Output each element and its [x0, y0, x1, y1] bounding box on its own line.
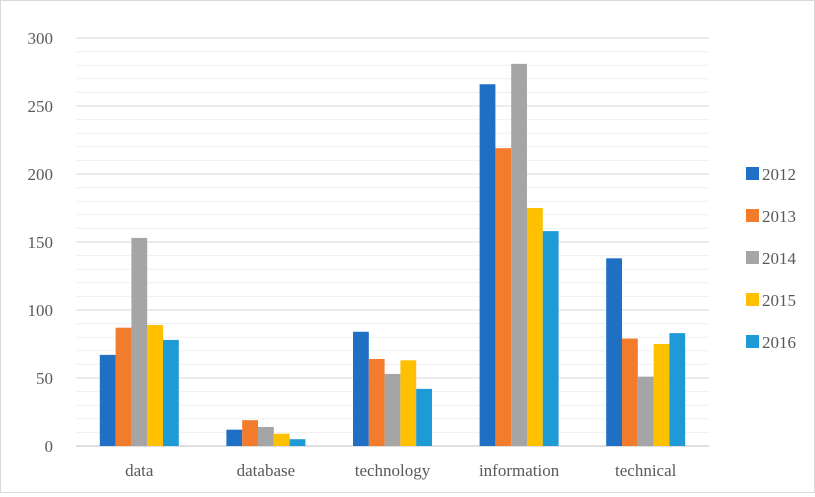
bar-2014-database — [258, 426, 274, 446]
bar-2012-information — [479, 84, 496, 447]
axes: 0 50 100 150 200 250 300 data database technology… — [28, 29, 677, 480]
bars — [99, 63, 686, 447]
y-tick-label: 100 — [28, 301, 54, 320]
y-tick-label: 300 — [28, 29, 54, 48]
legend-label-2012: 2012 — [762, 165, 796, 184]
bar-2014-data — [131, 237, 148, 446]
bar-2014-information — [511, 63, 527, 447]
bar-2012-database — [226, 429, 243, 446]
bar-2014-technical — [637, 376, 654, 446]
x-tick-label: technology — [355, 461, 431, 480]
bar-2015-information — [527, 208, 543, 446]
legend-label-2015: 2015 — [762, 291, 796, 310]
y-tick-label: 50 — [36, 369, 53, 388]
legend-swatch-2014 — [746, 251, 759, 264]
bar-2014-technology — [384, 373, 401, 446]
bar-2013-information — [495, 148, 512, 446]
legend-swatch-2013 — [746, 209, 759, 222]
y-tick-label: 150 — [28, 233, 54, 252]
legend-swatch-2015 — [746, 293, 759, 306]
legend: 2012 2013 2014 2015 2016 — [746, 165, 797, 352]
legend-swatch-2012 — [746, 167, 759, 180]
x-tick-label: data — [125, 461, 154, 480]
legend-label-2014: 2014 — [762, 249, 797, 268]
bar-2013-data — [115, 327, 132, 446]
x-tick-label: technical — [615, 461, 677, 480]
y-tick-label: 200 — [28, 165, 54, 184]
bar-2016-technical — [669, 333, 686, 446]
bar-2012-data — [99, 354, 116, 446]
bar-2015-technical — [653, 344, 670, 446]
bar-2016-information — [542, 231, 559, 446]
bar-2012-technology — [353, 331, 369, 446]
y-tick-label: 0 — [45, 437, 54, 456]
bar-2013-database — [242, 420, 258, 446]
bar-2012-technical — [606, 258, 622, 446]
bar-2015-database — [273, 433, 290, 446]
bar-2013-technical — [622, 338, 638, 446]
bar-2015-technology — [400, 360, 417, 446]
legend-label-2016: 2016 — [762, 333, 796, 352]
legend-label-2013: 2013 — [762, 207, 796, 226]
x-tick-label: database — [237, 461, 296, 480]
x-tick-label: information — [479, 461, 560, 480]
bar-2015-data — [147, 324, 163, 446]
bar-2016-database — [289, 439, 306, 446]
bar-2013-technology — [368, 358, 385, 446]
legend-swatch-2016 — [746, 335, 759, 348]
bar-2016-data — [163, 339, 179, 446]
bar-2016-technology — [416, 388, 432, 446]
y-tick-label: 250 — [28, 97, 54, 116]
